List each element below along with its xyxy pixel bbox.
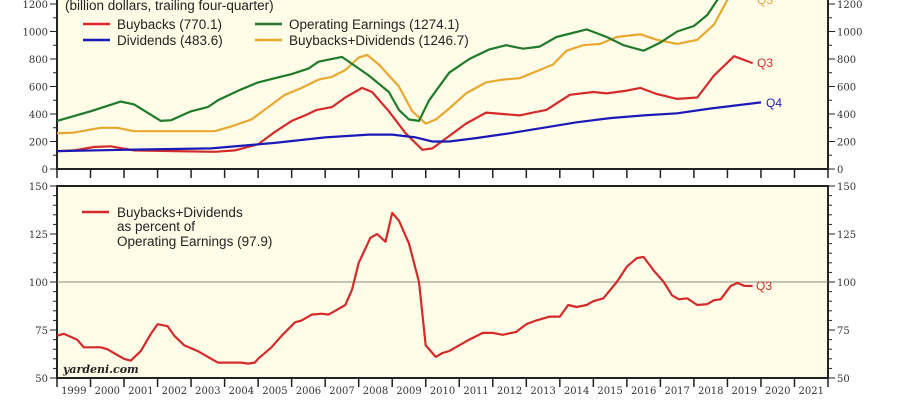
top-left-tick-label: 400 bbox=[29, 110, 48, 121]
year-label: 2008 bbox=[363, 386, 388, 397]
end-label-buybacks: Q3 bbox=[757, 56, 773, 70]
bottom-left-tick-label: 125 bbox=[29, 230, 48, 241]
year-label: 2005 bbox=[262, 386, 287, 397]
top-right-tick-label: 200 bbox=[837, 138, 856, 149]
year-label: 2015 bbox=[597, 386, 622, 397]
bottom-right-tick-label: 50 bbox=[837, 374, 850, 385]
year-label: 2013 bbox=[530, 386, 555, 397]
top-right-tick-label: 400 bbox=[837, 110, 856, 121]
year-label: 2002 bbox=[162, 386, 187, 397]
top-right-tick-label: 1200 bbox=[837, 0, 862, 11]
year-label: 2016 bbox=[631, 386, 656, 397]
year-label: 2010 bbox=[430, 386, 455, 397]
operating-earnings-line bbox=[57, 0, 719, 122]
top-left-tick-label: 800 bbox=[29, 55, 48, 66]
legend-label-line-3: Operating Earnings (97.9) bbox=[117, 234, 272, 249]
year-label: 2020 bbox=[765, 386, 790, 397]
year-label: 2011 bbox=[463, 386, 488, 397]
top-left-tick-label: 600 bbox=[29, 83, 48, 94]
bottom-left-tick-label: 100 bbox=[29, 278, 48, 289]
bottom-right-tick-label: 100 bbox=[837, 278, 856, 289]
year-label: 2003 bbox=[195, 386, 220, 397]
top-left-tick-label: 1000 bbox=[23, 28, 48, 39]
top-right-tick-label: 800 bbox=[837, 55, 856, 66]
end-label-payout-ratio: Q3 bbox=[756, 279, 772, 293]
year-label: 2001 bbox=[128, 386, 153, 397]
top-left-tick-label: 0 bbox=[42, 165, 48, 176]
bottom-right-tick-label: 125 bbox=[837, 230, 856, 241]
year-label: 2021 bbox=[799, 386, 824, 397]
bottom-left-tick-label: 75 bbox=[35, 326, 48, 337]
year-label: 2007 bbox=[329, 386, 354, 397]
year-label: 2006 bbox=[296, 386, 321, 397]
legend-label-line-1: Buybacks+Dividends bbox=[117, 205, 243, 220]
payout-ratio-line bbox=[57, 211, 753, 365]
buybacks-line bbox=[57, 55, 753, 153]
year-label: 2017 bbox=[664, 386, 689, 397]
year-label: 1999 bbox=[61, 386, 86, 397]
year-label: 2012 bbox=[497, 386, 522, 397]
top-subtitle: (billion dollars, trailing four-quarter) bbox=[65, 0, 274, 13]
top-right-tick-label: 600 bbox=[837, 83, 856, 94]
end-label-buybacks-dividends: Q3 bbox=[757, 0, 773, 7]
legend-label-buybacks: Buybacks (770.1) bbox=[117, 17, 222, 32]
legend-label-operating-earnings: Operating Earnings (1274.1) bbox=[289, 17, 459, 32]
watermark: yardeni.com bbox=[62, 363, 139, 376]
bottom-legend: Buybacks+Dividends as percent of Operati… bbox=[82, 205, 272, 249]
dividends-line bbox=[57, 101, 762, 153]
bottom-right-tick-label: 150 bbox=[837, 182, 856, 193]
year-label: 2004 bbox=[229, 386, 254, 397]
year-label: 2018 bbox=[698, 386, 723, 397]
top-right-tick-label: 1000 bbox=[837, 28, 862, 39]
top-right-tick-label: 0 bbox=[837, 165, 843, 176]
legend-label-dividends: Dividends (483.6) bbox=[117, 33, 223, 48]
bottom-right-tick-label: 75 bbox=[837, 326, 850, 337]
top-left-tick-label: 1200 bbox=[23, 0, 48, 11]
bottom-left-tick-label: 50 bbox=[35, 374, 48, 385]
year-label: 2014 bbox=[564, 386, 589, 397]
legend-label-line-2: as percent of bbox=[117, 219, 195, 234]
year-label: 2019 bbox=[732, 386, 757, 397]
year-label: 2000 bbox=[95, 386, 120, 397]
bottom-left-tick-label: 150 bbox=[29, 182, 48, 193]
end-label-dividends: Q4 bbox=[766, 96, 782, 110]
buybacks-dividends-line bbox=[57, 0, 730, 135]
year-label: 2009 bbox=[396, 386, 421, 397]
top-legend: Buybacks (770.1) Dividends (483.6) Opera… bbox=[83, 17, 469, 48]
top-left-tick-label: 200 bbox=[29, 138, 48, 149]
legend-label-buybacks-dividends: Buybacks+Dividends (1246.7) bbox=[289, 33, 469, 48]
